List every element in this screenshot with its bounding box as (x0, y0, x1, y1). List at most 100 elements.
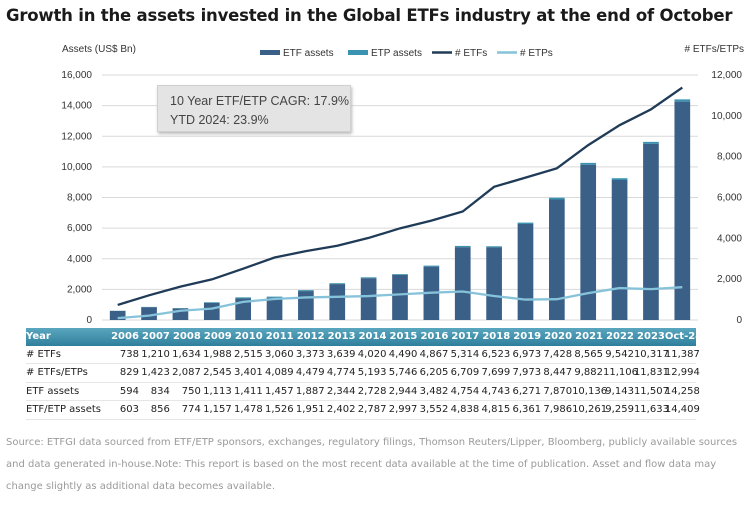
y-tick-label: 14,000 (61, 101, 92, 112)
etf-assets-bar (643, 143, 659, 320)
etf-assets-bar (392, 274, 408, 320)
table-cell: 1,113 (200, 382, 232, 401)
table-cell: 9,542 (603, 345, 634, 364)
table-cell: 6,523 (479, 345, 511, 364)
table-cell: 1,887 (293, 382, 325, 401)
table-cell: 856 (138, 400, 170, 420)
table-cell: 2014 (355, 328, 387, 346)
table-cell: 14,409 (664, 400, 700, 420)
table-cell: 14,258 (664, 382, 700, 401)
table-cell: 11,507 (633, 382, 669, 401)
table-cell: 3,639 (324, 345, 356, 364)
table-row: # ETFs 738 1,210 1,634 1,988 2,515 3,060 3,373 3… (26, 345, 700, 364)
table-cell: 2,997 (386, 400, 418, 420)
table-cell: 9,143 (603, 382, 634, 401)
table-cell: 5,193 (355, 363, 387, 383)
etp-assets-bar (454, 245, 471, 248)
legend-label: # ETPs (520, 48, 553, 59)
table-cell: 7,699 (479, 363, 511, 383)
table-cell: 8,565 (572, 345, 603, 364)
etp-assets-bar (423, 265, 440, 267)
table-cell: 774 (169, 400, 201, 420)
table-cell: 2017 (448, 328, 480, 346)
legend-swatch (348, 50, 368, 55)
table-cell: Oct-24 (664, 328, 702, 346)
table-cell: 2010 (231, 328, 263, 346)
y2-tick-label: 6,000 (717, 193, 742, 204)
table-cell: 1,457 (262, 382, 294, 401)
table-cell: 1,478 (231, 400, 263, 420)
etf-assets-bar (298, 291, 314, 320)
etp-assets-bar (329, 283, 346, 285)
row-label: ETF/ETP assets (26, 400, 108, 420)
table-header: Year 2006 2007 2008 2009 2010 2011 2012 2013 2014… (26, 328, 702, 346)
etf-assets-bar (172, 308, 189, 320)
chart-title: Growth in the assets invested in the Glo… (6, 6, 733, 25)
etps-line (117, 286, 683, 320)
table-cell: 11,633 (633, 400, 669, 420)
etf-assets-bar (580, 164, 597, 320)
y2-tick-label: 0 (736, 315, 742, 326)
table-cell: 11,387 (664, 345, 700, 364)
table-cell: 4,089 (262, 363, 294, 383)
table-cell: 1,411 (231, 382, 263, 401)
table-cell: 829 (108, 363, 139, 383)
table-row: ETF/ETP assets 603 856 774 1,157 1,478 1,526 1,… (26, 400, 700, 420)
y2-tick-label: 2,000 (717, 274, 742, 285)
table-cell: 7,986 (541, 400, 573, 420)
y2-tick-label: 12,000 (711, 70, 742, 81)
table-cell: 9,259 (603, 400, 634, 420)
table-cell: 6,709 (448, 363, 480, 383)
table-cell: 10,261 (572, 400, 607, 420)
etp-assets-bar (235, 297, 251, 299)
table-cell: 1,988 (200, 345, 232, 364)
y-tick-label: 12,000 (61, 131, 92, 142)
table-row: # ETFs/ETPs 829 1,423 2,087 2,545 3,401 4,089 4… (26, 363, 700, 383)
table-cell: 3,552 (417, 400, 449, 420)
row-label: Year (26, 328, 108, 346)
table-cell: 11,106 (603, 363, 638, 383)
chart: 0 2,000 4,000 6,000 8,000 10,000 12,000 14,000 1… (61, 44, 744, 326)
table-cell: 2015 (386, 328, 418, 346)
table-cell: 2016 (417, 328, 449, 346)
etf-assets-bar (360, 278, 377, 320)
y2-tick-label: 8,000 (717, 152, 742, 163)
table-cell: 2,087 (169, 363, 201, 383)
table-cell: 7,973 (510, 363, 542, 383)
y-tick-label: 0 (86, 315, 92, 326)
etf-assets-bar (611, 179, 628, 320)
table-cell: 1,951 (293, 400, 325, 420)
etp-assets-bar (517, 222, 534, 224)
table-cell: 2008 (169, 328, 201, 346)
etp-assets-bar (549, 197, 565, 200)
table-cell: 834 (138, 382, 170, 401)
table-cell: 11,831 (633, 363, 669, 383)
table-cell: 4,743 (479, 382, 511, 401)
y-tick-label: 2,000 (67, 284, 92, 295)
etp-assets-bar (298, 290, 314, 292)
table-cell: 6,973 (510, 345, 542, 364)
table-cell: 2,402 (324, 400, 356, 420)
table-cell: 2,787 (355, 400, 387, 420)
legend-label: ETP assets (371, 48, 422, 59)
y-axis-label: Assets (US$ Bn) (62, 44, 136, 55)
y2-tick-label: 4,000 (717, 233, 742, 244)
table-cell: 2023 (633, 328, 665, 346)
etf-assets-bar (549, 199, 565, 320)
table-cell: 3,401 (231, 363, 263, 383)
table-cell: 6,271 (510, 382, 542, 401)
table-cell: 2018 (479, 328, 511, 346)
cagr-text: 10 Year ETF/ETP CAGR: 17.9% (170, 94, 350, 108)
table-cell: 2013 (324, 328, 356, 346)
table-cell: 2019 (510, 328, 542, 346)
table-cell: 603 (108, 400, 139, 420)
table-cell: 2,515 (231, 345, 263, 364)
table-cell: 2,944 (386, 382, 418, 401)
legend-swatch (260, 50, 280, 55)
y-tick-label: 8,000 (67, 193, 92, 204)
table-cell: 10,136 (572, 382, 607, 401)
table-cell: 4,020 (355, 345, 387, 364)
legend-label: ETF assets (283, 48, 334, 59)
etf-assets-bar (266, 297, 283, 320)
etp-assets-bar (203, 302, 220, 303)
